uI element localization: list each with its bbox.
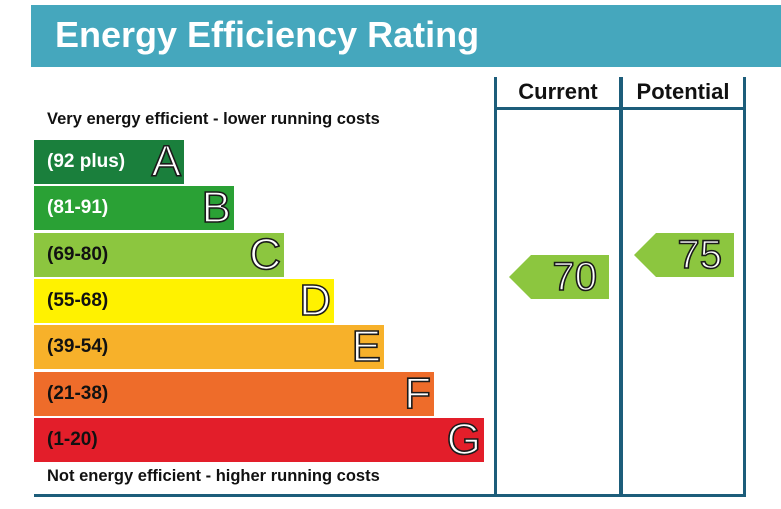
band-g: (1-20) G	[34, 414, 484, 465]
band-range-label: (1-20)	[47, 429, 98, 450]
potential-column-title: Potential	[636, 79, 730, 104]
current-column-title: Current	[518, 79, 598, 104]
current-rating-value: 70	[552, 254, 598, 300]
band-range-label: (81-91)	[47, 197, 109, 218]
band-letter: G	[446, 414, 482, 465]
potential-rating-arrow: 75	[634, 232, 734, 278]
band-b: (81-91) B	[34, 182, 234, 233]
column-header-rule	[494, 107, 746, 110]
current-arrow-shape	[509, 255, 609, 299]
potential-arrow-shape	[634, 233, 734, 277]
band-range-label: (92 plus)	[47, 151, 126, 172]
band-letter: C	[248, 229, 281, 280]
potential-column-right-border	[743, 77, 746, 497]
band-range-label: (55-68)	[47, 290, 109, 311]
current-rating-arrow: 70	[509, 254, 609, 300]
band-letter: B	[201, 182, 232, 233]
bottom-caption: Not energy efficient - higher running co…	[47, 467, 380, 485]
band-letter: F	[403, 368, 431, 419]
band-d: (55-68) D	[34, 275, 334, 326]
band-letter: E	[351, 321, 382, 372]
band-e: (39-54) E	[34, 321, 384, 372]
band-c: (69-80) C	[34, 229, 284, 280]
top-caption: Very energy efficient - lower running co…	[47, 110, 380, 128]
header-banner: Energy Efficiency Rating	[31, 5, 781, 67]
band-letter: D	[298, 275, 331, 326]
band-letter: A	[151, 136, 182, 187]
band-range-label: (21-38)	[47, 383, 109, 404]
bottom-rule	[34, 494, 746, 497]
band-f: (21-38) F	[34, 368, 434, 419]
column-divider	[619, 77, 623, 497]
potential-rating-value: 75	[677, 232, 723, 278]
band-range-label: (69-80)	[47, 244, 109, 265]
band-range-label: (39-54)	[47, 336, 109, 357]
band-a: (92 plus) A	[34, 136, 184, 187]
current-column-left-border	[494, 77, 497, 497]
chart-title: Energy Efficiency Rating	[55, 14, 480, 55]
